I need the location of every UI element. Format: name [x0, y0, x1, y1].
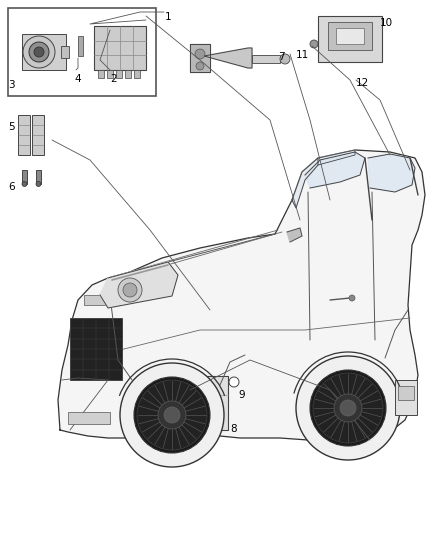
- Bar: [18, 115, 30, 155]
- Circle shape: [118, 278, 142, 302]
- Circle shape: [29, 42, 49, 62]
- Text: 7: 7: [278, 52, 285, 62]
- Text: 5: 5: [8, 122, 14, 132]
- Bar: [61, 46, 69, 58]
- Text: 3: 3: [8, 80, 14, 90]
- Bar: [318, 16, 382, 62]
- Bar: [36, 170, 41, 184]
- Polygon shape: [100, 262, 178, 308]
- Bar: [94, 26, 146, 70]
- Circle shape: [34, 47, 44, 57]
- Polygon shape: [190, 44, 210, 72]
- Circle shape: [120, 363, 224, 467]
- Text: 4: 4: [74, 74, 81, 84]
- Polygon shape: [305, 152, 365, 188]
- Text: 2: 2: [110, 74, 117, 84]
- Circle shape: [296, 356, 400, 460]
- Circle shape: [36, 182, 41, 187]
- Circle shape: [158, 401, 186, 429]
- Polygon shape: [287, 228, 302, 242]
- Text: 12: 12: [356, 78, 369, 88]
- Circle shape: [196, 62, 204, 70]
- Circle shape: [313, 373, 383, 443]
- Text: 10: 10: [380, 18, 393, 28]
- Bar: [336, 28, 364, 44]
- Bar: [98, 70, 104, 78]
- Bar: [125, 70, 131, 78]
- Text: 8: 8: [230, 424, 237, 434]
- Polygon shape: [368, 154, 415, 192]
- Bar: [395, 380, 417, 415]
- Polygon shape: [58, 150, 425, 440]
- Polygon shape: [318, 150, 355, 165]
- Circle shape: [229, 377, 239, 387]
- Circle shape: [334, 394, 362, 422]
- Circle shape: [280, 54, 290, 64]
- Polygon shape: [292, 158, 318, 208]
- Circle shape: [310, 370, 386, 446]
- Circle shape: [134, 377, 210, 453]
- Bar: [154, 376, 228, 430]
- Circle shape: [164, 407, 180, 423]
- Text: 1: 1: [165, 12, 172, 22]
- Bar: [398, 386, 414, 400]
- Bar: [70, 318, 122, 380]
- Bar: [22, 170, 27, 184]
- Text: 6: 6: [8, 182, 14, 192]
- Circle shape: [123, 283, 137, 297]
- Circle shape: [23, 36, 55, 68]
- Bar: [134, 70, 140, 78]
- Text: 9: 9: [238, 390, 245, 400]
- Bar: [84, 295, 120, 305]
- Bar: [32, 115, 44, 155]
- Bar: [78, 36, 83, 56]
- Bar: [328, 22, 372, 50]
- Bar: [68, 412, 110, 424]
- Circle shape: [137, 380, 207, 450]
- Circle shape: [349, 295, 355, 301]
- Bar: [252, 55, 280, 63]
- Circle shape: [310, 40, 318, 48]
- Circle shape: [195, 49, 205, 59]
- Polygon shape: [204, 48, 252, 68]
- Circle shape: [22, 182, 27, 187]
- Text: 11: 11: [296, 50, 309, 60]
- Bar: [116, 70, 122, 78]
- Bar: [107, 70, 113, 78]
- Circle shape: [340, 400, 356, 416]
- Bar: [22, 34, 66, 70]
- Bar: [8, 8, 156, 96]
